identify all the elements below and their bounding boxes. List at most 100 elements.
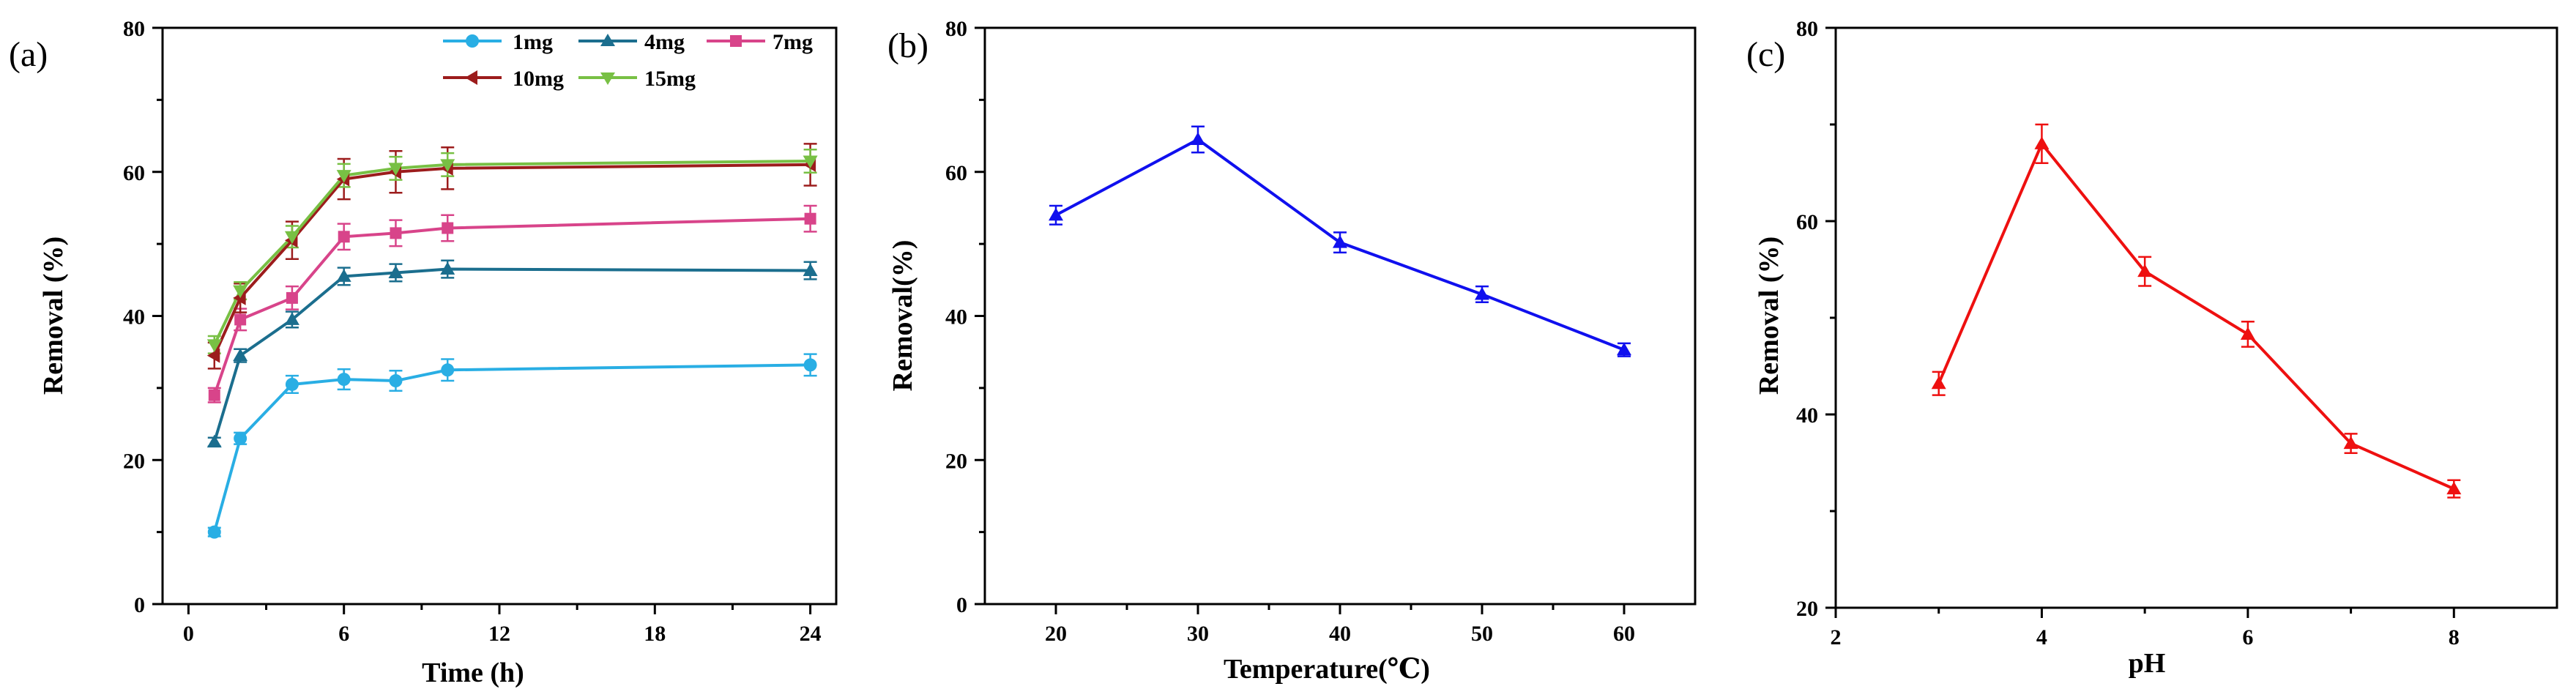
y-tick-label: 40: [945, 305, 967, 329]
data-point-1mg: [441, 363, 455, 377]
legend-item-4mg: 4mg: [578, 30, 685, 54]
legend-label-4mg: 4mg: [644, 30, 685, 54]
data-point-1mg: [803, 358, 817, 372]
x-tick-label: 40: [1329, 622, 1351, 646]
y-tick-label: 20: [1796, 597, 1818, 621]
panel-a-lines: [212, 159, 811, 533]
panel-a-y-axis-title: Removal (%): [38, 237, 69, 395]
y-tick-label: 20: [123, 449, 145, 473]
y-tick-label: 60: [945, 161, 967, 185]
panel-b-temperature-chart: (b) 20 30 40 50 60 0 20 40 60 80 Temperature(℃) R…: [887, 17, 1697, 685]
y-tick-label: 60: [123, 161, 145, 185]
x-tick-label: 50: [1471, 622, 1493, 646]
x-tick-label: 4: [2036, 625, 2047, 649]
panel-a-markers: [206, 155, 818, 539]
data-point-15mg: [388, 163, 403, 176]
panel-a-label: (a): [9, 35, 48, 74]
data-point-removal: [1049, 207, 1063, 221]
legend-item-10mg: 10mg: [443, 67, 564, 91]
data-point-15mg: [284, 231, 299, 245]
data-point-1mg: [389, 374, 403, 388]
panel-a-time-chart: (a) 0 6 12 18 24 0 20 40 60 80 Time (h) Removal (…: [9, 17, 838, 688]
legend-marker-1mg: [466, 34, 479, 48]
x-tick-label: 2: [1831, 625, 1842, 649]
data-point-15mg: [336, 170, 351, 183]
data-point-4mg: [233, 348, 248, 362]
series-line-10mg: [212, 163, 811, 357]
series-line-1mg: [212, 363, 811, 533]
x-tick-label: 12: [488, 622, 510, 646]
panel-c-lines: [1937, 141, 2455, 491]
y-tick-label: 0: [134, 593, 145, 617]
data-point-15mg: [440, 159, 455, 172]
data-point-removal: [1191, 132, 1205, 145]
data-point-removal: [2446, 481, 2462, 495]
panel-b-ticks: 20 30 40 50 60 0 20 40 60 80: [945, 17, 1635, 646]
data-point-7mg: [442, 222, 454, 234]
y-tick-label: 60: [1796, 210, 1818, 234]
panel-b-y-axis-title: Removal(%): [887, 240, 918, 392]
panel-c-ph-chart: (c) 2 4 6 8 20 40 60 80 pH Removal (%): [1746, 17, 2558, 679]
data-point-15mg: [233, 285, 248, 299]
data-point-removal: [1931, 376, 1946, 390]
data-point-removal: [1475, 286, 1489, 300]
panel-b-markers: [1049, 132, 1631, 356]
data-point-7mg: [286, 291, 298, 304]
panel-a-ticks: 0 6 12 18 24 0 20 40 60 80: [123, 17, 822, 646]
panel-a-x-axis-title: Time (h): [422, 658, 524, 688]
y-tick-label: 0: [956, 593, 967, 617]
x-tick-label: 30: [1187, 622, 1209, 646]
series-line-removal: [1937, 141, 2455, 491]
panel-b-x-axis-title: Temperature(℃): [1224, 654, 1430, 685]
data-point-7mg: [208, 389, 220, 401]
data-point-15mg: [803, 155, 818, 168]
x-tick-label: 6: [2242, 625, 2253, 649]
panel-c-y-axis-title: Removal (%): [1754, 237, 1784, 395]
data-point-removal: [2137, 264, 2153, 278]
data-point-1mg: [234, 431, 247, 445]
y-tick-label: 40: [1796, 403, 1818, 428]
panel-c-x-axis-title: pH: [2129, 648, 2166, 679]
data-point-1mg: [337, 373, 351, 387]
data-point-removal: [1617, 342, 1631, 356]
data-point-10mg: [206, 348, 220, 363]
data-point-removal: [2034, 136, 2050, 149]
series-line-4mg: [212, 267, 811, 443]
x-tick-label: 60: [1613, 622, 1635, 646]
x-tick-label: 8: [2449, 625, 2460, 649]
legend-label-10mg: 10mg: [513, 67, 564, 91]
legend-item-15mg: 15mg: [578, 67, 696, 91]
legend-label-15mg: 15mg: [644, 67, 696, 91]
legend-label-7mg: 7mg: [773, 30, 813, 54]
x-tick-label: 18: [644, 622, 666, 646]
legend-marker-15mg: [600, 72, 615, 85]
panel-a-frame: [161, 26, 838, 606]
data-point-1mg: [207, 525, 221, 539]
y-tick-label: 20: [945, 449, 967, 473]
x-tick-label: 20: [1045, 622, 1067, 646]
x-tick-label: 0: [183, 622, 194, 646]
panel-c-ticks: 2 4 6 8 20 40 60 80: [1796, 17, 2460, 649]
data-point-4mg: [388, 265, 403, 278]
data-point-7mg: [338, 231, 350, 243]
x-tick-label: 6: [338, 622, 349, 646]
y-tick-label: 80: [123, 17, 145, 41]
data-point-4mg: [440, 261, 455, 275]
y-tick-label: 40: [123, 305, 145, 329]
data-point-4mg: [206, 434, 222, 448]
panel-c-error-bars: [1932, 123, 2461, 499]
data-point-4mg: [284, 312, 299, 325]
data-point-10mg: [233, 290, 246, 305]
data-point-removal: [2343, 436, 2359, 450]
panel-b-label: (b): [887, 26, 928, 65]
data-point-removal: [1333, 235, 1347, 248]
legend-item-7mg: 7mg: [707, 30, 813, 54]
data-point-1mg: [285, 377, 299, 391]
legend-item-1mg: 1mg: [443, 30, 553, 54]
legend-marker-4mg: [600, 34, 615, 46]
panel-c-markers: [1931, 136, 2462, 495]
data-point-15mg: [206, 339, 222, 352]
data-point-7mg: [804, 212, 816, 225]
panel-c-frame: [1834, 26, 2558, 609]
